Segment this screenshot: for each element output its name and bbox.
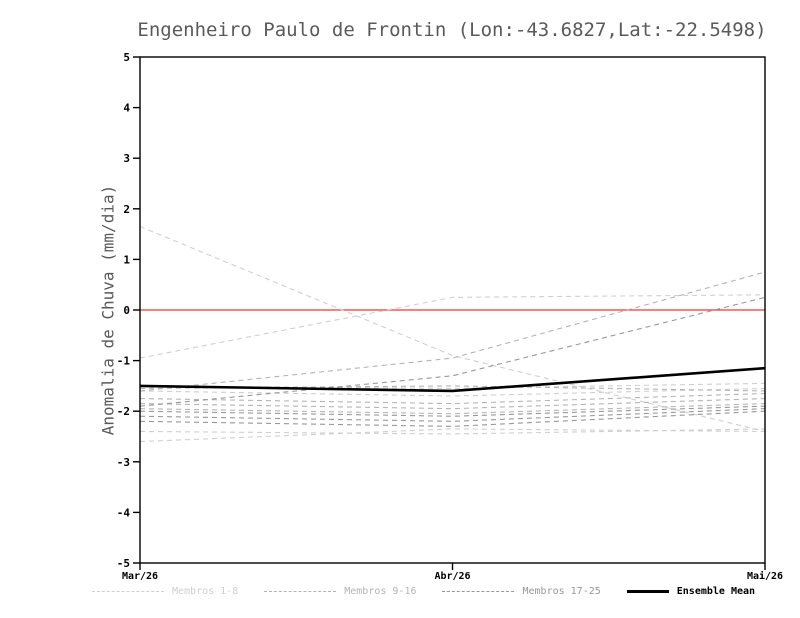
y-tick-label: -5: [117, 557, 130, 570]
member-line: [139, 294, 766, 359]
legend-label: Membros 9-16: [344, 586, 417, 597]
y-tick-label: 4: [123, 102, 130, 115]
y-tick-label: 5: [123, 51, 130, 64]
y-tick-label: -4: [117, 506, 131, 519]
dashed-line-sample-icon: [92, 591, 164, 592]
ensemble-mean-line: [139, 366, 766, 393]
chart-legend: Membros 1-8 Membros 9-16 Membros 17-25 E…: [92, 586, 755, 597]
dashed-line-sample-icon: [264, 591, 337, 592]
y-tick-label: -3: [117, 456, 130, 469]
member-line: [139, 428, 766, 443]
legend-item-membros-9-16: Membros 9-16: [264, 586, 416, 597]
x-axis-label: Mai/26: [747, 570, 783, 582]
legend-label: Membros 1-8: [172, 586, 239, 597]
legend-item-membros-1-8: Membros 1-8: [92, 586, 238, 597]
x-axis-label: Abr/26: [434, 571, 470, 582]
legend-item-ensemble-mean: Ensemble Mean: [626, 586, 756, 597]
member-line: [139, 226, 766, 432]
member-line: [139, 410, 766, 427]
y-tick-label: 3: [123, 152, 130, 165]
y-tick-label: 2: [123, 203, 130, 216]
member-line: [139, 271, 766, 392]
y-tick-label: -1: [117, 355, 131, 368]
legend-label: Ensemble Mean: [676, 586, 756, 597]
member-line: [139, 405, 766, 417]
legend-label: Membros 17-25: [522, 586, 601, 597]
dashed-line-sample-icon: [442, 591, 515, 592]
y-tick-label: -2: [117, 405, 130, 418]
y-tick-label: 1: [123, 253, 130, 266]
solid-line-sample-icon: [626, 590, 669, 593]
y-tick-label: 0: [123, 304, 130, 317]
legend-item-membros-17-25: Membros 17-25: [442, 586, 601, 597]
chart-title: Engenheiro Paulo de Frontin (Lon:-43.682…: [137, 19, 767, 41]
member-line: [139, 428, 766, 435]
x-axis-label: Mar/26: [122, 571, 158, 582]
